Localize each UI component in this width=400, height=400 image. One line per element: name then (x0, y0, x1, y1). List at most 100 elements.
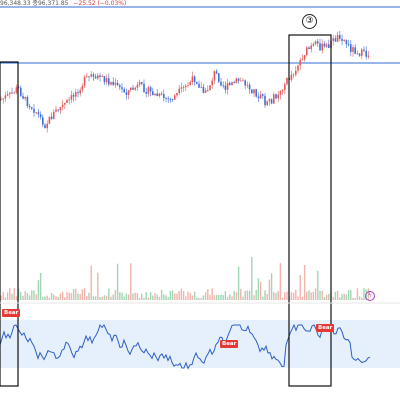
volume-bar (200, 297, 202, 300)
candle-body (270, 99, 273, 104)
candle-body (163, 94, 165, 99)
candle-body (176, 92, 178, 96)
marker-3-label: ③ (302, 14, 317, 29)
volume-bar (277, 291, 279, 300)
volume-bar (251, 256, 253, 300)
volume-bar (222, 295, 224, 300)
candle-body (171, 99, 174, 100)
volume-bar (334, 291, 337, 300)
candle-body (75, 92, 77, 97)
candle-body (99, 75, 101, 77)
volume-bar (90, 265, 92, 300)
volume-bar (154, 293, 156, 300)
candle-body (141, 82, 143, 84)
candle-body (290, 74, 293, 80)
ohlc-readout: 96,348.33 종96,371.85 −25.52 (−0.03%) (0, 0, 126, 8)
volume-bar (77, 293, 79, 300)
candle-body (20, 87, 22, 96)
candle-body (72, 95, 75, 97)
volume-bar (24, 291, 26, 300)
volume-bar (86, 295, 88, 300)
volume-bar (13, 288, 15, 300)
volume-bar (176, 293, 178, 300)
volume-bar (281, 297, 284, 300)
candle-body (143, 83, 145, 93)
candle-body (297, 65, 299, 71)
candle-body (22, 95, 24, 99)
candle-body (90, 74, 92, 77)
volume-bar (42, 296, 44, 300)
candle-body (154, 93, 156, 96)
volume-bars (0, 256, 370, 300)
candle-body (112, 81, 114, 85)
candle-body (215, 71, 218, 74)
candle-body (213, 71, 216, 81)
volume-bar (308, 290, 310, 300)
volume-bar (2, 292, 4, 300)
volume-bar (209, 294, 211, 300)
volume-bar (290, 292, 293, 300)
volume-bar (303, 264, 306, 300)
volume-bar (279, 263, 282, 300)
volume-bar (53, 294, 55, 300)
volume-bar (354, 297, 356, 300)
candle-body (347, 44, 350, 45)
candle-body (103, 76, 106, 83)
candle-body (119, 85, 121, 88)
candle-body (220, 81, 222, 86)
candle-body (367, 55, 370, 57)
volume-bar (343, 293, 345, 300)
volume-bar (141, 293, 143, 300)
volume-bar (33, 290, 35, 300)
candle-body (198, 83, 200, 88)
volume-bar (323, 296, 326, 300)
volume-bar (226, 296, 229, 300)
volume-bar (339, 297, 341, 300)
candle-body (64, 103, 66, 105)
candle-body (189, 82, 191, 86)
volume-bar (301, 296, 304, 300)
volume-bar (64, 297, 66, 300)
volume-bar (149, 292, 152, 300)
candle-body (132, 87, 134, 90)
volume-bar (88, 292, 90, 300)
lightning-icon[interactable]: ϟ (365, 291, 375, 301)
volume-bar (101, 296, 103, 300)
candle-body (361, 49, 363, 56)
candle-body (101, 76, 103, 77)
volume-bar (295, 289, 297, 300)
volume-bar (246, 290, 249, 300)
candle-body (248, 84, 251, 90)
candle-body (226, 82, 229, 90)
volume-bar (180, 288, 183, 300)
candle-body (57, 109, 59, 111)
highlight-box-3 (288, 34, 332, 387)
volume-bar (0, 295, 2, 300)
volume-bar (50, 293, 53, 300)
candle-body (275, 94, 277, 99)
candle-body (145, 92, 147, 94)
candle-body (292, 74, 295, 76)
oscillator-line (0, 323, 371, 370)
volume-bar (237, 266, 240, 300)
volume-bar (48, 297, 51, 300)
volume-bar (231, 296, 233, 300)
candle-body (24, 96, 26, 99)
candle-body (83, 76, 86, 86)
candle-body (48, 116, 51, 124)
volume-bar (229, 294, 231, 300)
candle-body (211, 80, 213, 86)
volume-bar (163, 294, 165, 300)
candle-body (165, 98, 167, 99)
volume-bar (112, 294, 114, 300)
volume-bar (332, 297, 334, 300)
candle-body (68, 99, 70, 101)
volume-bar (292, 292, 295, 300)
candle-body (246, 84, 249, 86)
volume-bar (244, 290, 246, 300)
volume-bar (259, 281, 262, 300)
candle-body (306, 47, 308, 56)
volume-bar (264, 290, 266, 300)
candle-body (231, 82, 233, 85)
